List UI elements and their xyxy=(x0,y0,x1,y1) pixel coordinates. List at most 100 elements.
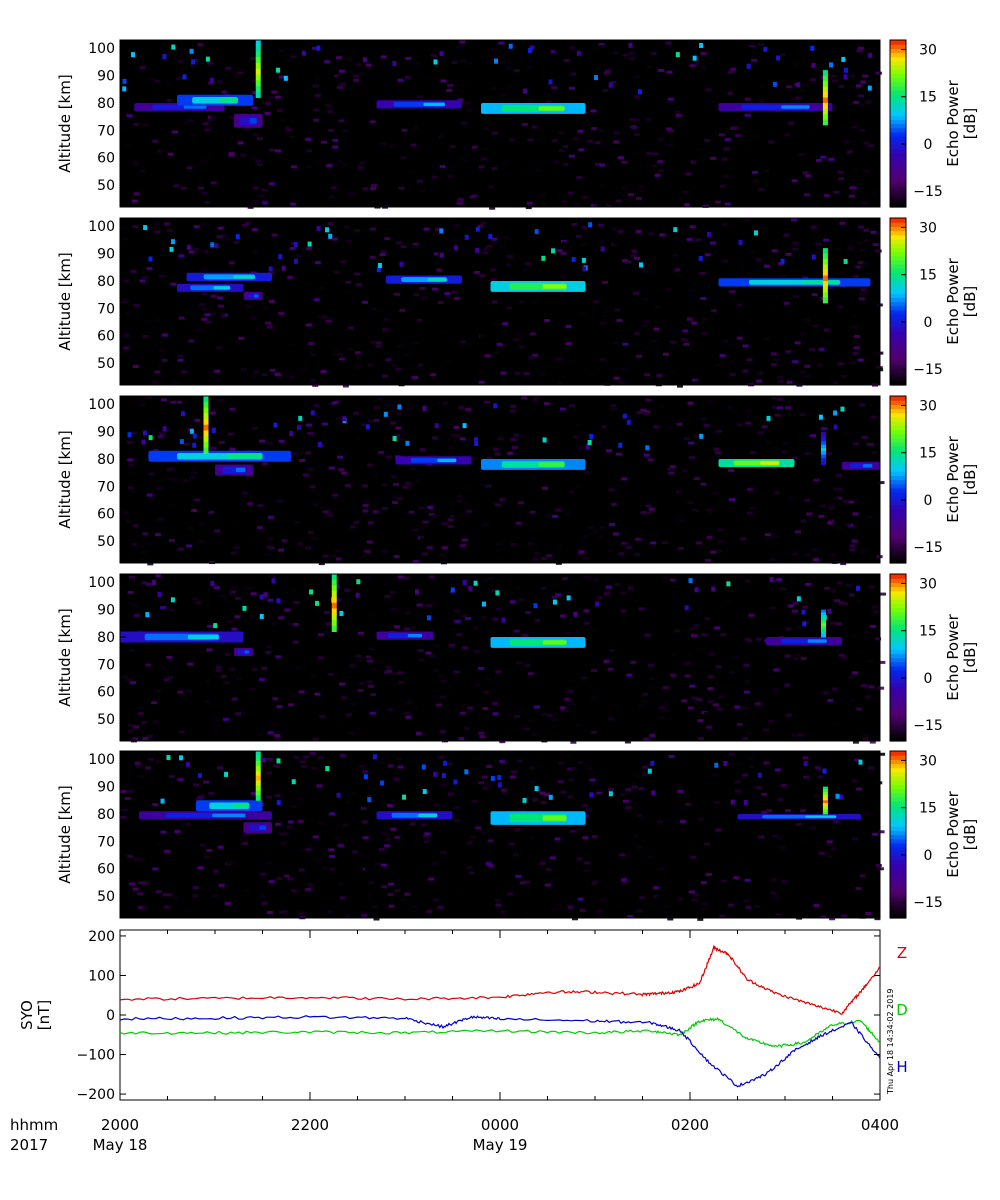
noise-cell xyxy=(157,435,164,439)
noise-cell xyxy=(500,277,507,281)
noise-cell xyxy=(359,764,366,768)
noise-cell xyxy=(647,458,654,462)
noise-cell xyxy=(717,528,724,532)
noise-cell xyxy=(761,810,768,814)
noise-cell xyxy=(518,598,525,602)
noise-cell xyxy=(635,230,642,234)
noise-cell xyxy=(271,233,278,237)
noise-cell xyxy=(448,503,455,507)
noise-cell xyxy=(570,72,577,76)
noise-cell xyxy=(180,186,187,190)
colorbar-cell xyxy=(890,284,906,290)
noise-cell xyxy=(822,691,829,695)
noise-cell xyxy=(662,352,669,356)
noise-cell xyxy=(240,535,247,539)
noise-cell xyxy=(691,696,698,700)
noise-cell xyxy=(226,279,233,283)
noise-cell xyxy=(802,171,809,175)
noise-cell xyxy=(477,666,484,670)
noise-cell xyxy=(697,719,704,723)
noise-cell xyxy=(218,883,225,887)
noise-cell xyxy=(321,315,328,319)
noise-cell xyxy=(172,130,179,134)
noise-cell xyxy=(291,451,298,455)
noise-cell xyxy=(611,502,618,506)
noise-cell xyxy=(289,376,296,380)
spike-cell xyxy=(821,444,826,449)
noise-cell xyxy=(198,303,205,307)
noise-cell xyxy=(244,780,251,784)
spike-cell xyxy=(255,770,261,777)
noise-cell xyxy=(648,677,655,681)
colorbar-cell xyxy=(890,586,906,592)
panel-background xyxy=(120,396,880,563)
noise-cell xyxy=(763,761,770,765)
noise-cell xyxy=(868,144,875,148)
noise-cell xyxy=(638,185,645,189)
spike-cell xyxy=(822,280,828,287)
noise-cell xyxy=(357,689,364,693)
noise-layer xyxy=(122,396,885,566)
colorbar-cell xyxy=(890,475,906,481)
noise-cell xyxy=(507,512,514,516)
colorbar-cell xyxy=(890,504,906,510)
noise-cell xyxy=(451,681,458,685)
noise-cell xyxy=(824,586,831,590)
noise-cell xyxy=(641,772,648,776)
noise-cell xyxy=(225,862,232,866)
noise-cell xyxy=(643,412,650,416)
noise-cell xyxy=(804,498,811,502)
noise-cell xyxy=(794,341,801,345)
noise-cell xyxy=(291,165,298,169)
spike-cell xyxy=(203,430,209,437)
colorbar-cell xyxy=(890,851,906,856)
noise-cell xyxy=(272,697,279,701)
noise-cell xyxy=(128,723,135,727)
spike-cell xyxy=(821,615,826,619)
noise-cell xyxy=(556,544,563,548)
speckle-cell xyxy=(829,62,834,68)
noise-cell xyxy=(454,297,461,301)
noise-cell xyxy=(831,76,838,80)
spike-cell xyxy=(822,286,828,293)
noise-cell xyxy=(371,667,378,671)
noise-cell xyxy=(652,894,659,898)
noise-cell xyxy=(713,447,720,451)
noise-cell xyxy=(491,589,498,593)
noise-cell xyxy=(345,713,352,717)
noise-cell xyxy=(799,370,806,374)
noise-cell xyxy=(519,58,526,62)
noise-cell xyxy=(599,358,606,362)
noise-cell xyxy=(637,165,644,169)
noise-cell xyxy=(836,622,843,626)
noise-cell xyxy=(302,404,309,408)
noise-cell xyxy=(558,149,565,153)
noise-cell xyxy=(440,850,447,854)
noise-cell xyxy=(266,757,273,761)
noise-cell xyxy=(204,313,211,317)
noise-cell xyxy=(345,290,352,294)
colorbar-cell xyxy=(890,243,906,248)
noise-cell xyxy=(666,474,673,478)
noise-cell xyxy=(696,698,703,702)
noise-cell xyxy=(554,837,561,841)
noise-cell xyxy=(838,590,845,594)
colorbar-cell xyxy=(890,644,906,650)
speckle-cell xyxy=(439,51,444,57)
noise-cell xyxy=(756,786,763,790)
noise-cell xyxy=(604,69,611,73)
noise-cell xyxy=(261,200,268,204)
noise-cell xyxy=(553,160,560,164)
noise-cell xyxy=(459,704,466,708)
noise-cell xyxy=(417,179,424,183)
noise-cell xyxy=(251,106,258,110)
noise-cell xyxy=(698,148,705,152)
noise-cell xyxy=(675,113,682,117)
noise-cell xyxy=(587,526,594,530)
noise-cell xyxy=(627,914,634,918)
noise-cell xyxy=(350,682,357,686)
noise-cell xyxy=(836,581,843,585)
noise-cell xyxy=(631,126,638,130)
noise-cell xyxy=(355,63,362,67)
speckle-cell xyxy=(481,601,486,607)
